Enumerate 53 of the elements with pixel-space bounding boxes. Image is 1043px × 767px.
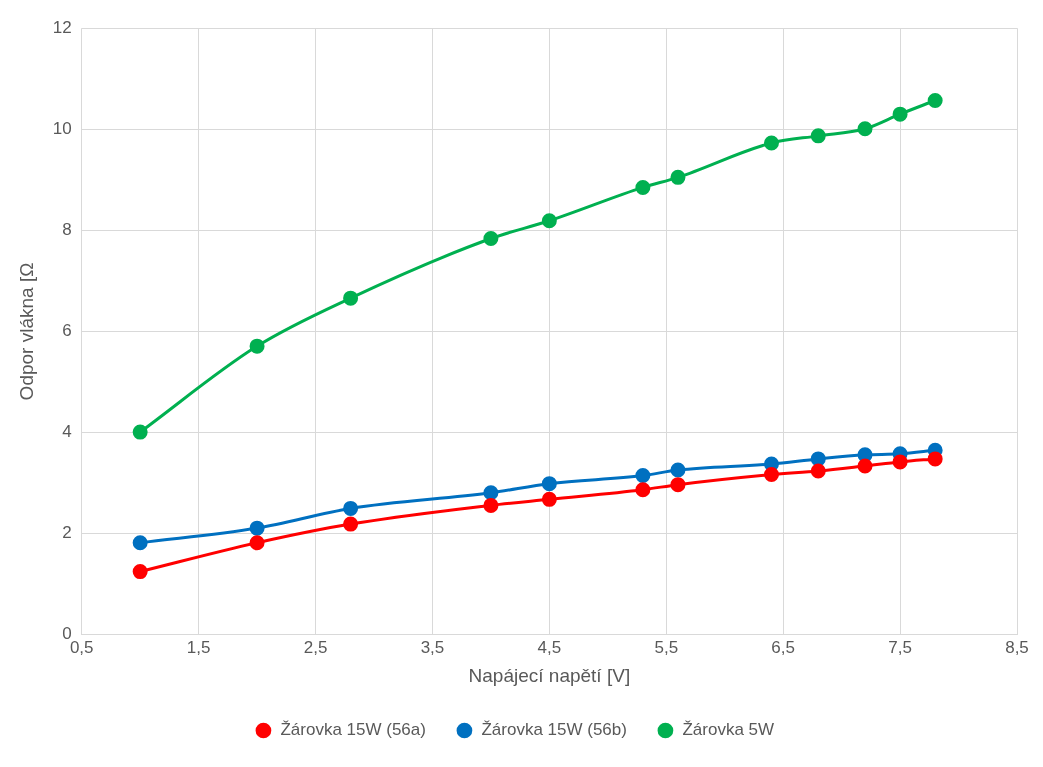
point [892,454,908,470]
y-tick-label: 2 [62,523,72,543]
point [810,128,826,144]
point [810,451,826,467]
y-tick-label: 8 [62,220,72,240]
point [132,564,148,580]
x-tick-label: 2,5 [303,637,328,657]
x-tick-label: 7,5 [888,637,912,657]
point [483,497,499,513]
point [927,451,943,467]
legend-label: Žárovka 15W (56b) [481,720,627,740]
legend-label: Žárovka 15W (56a) [280,720,426,740]
x-axis-title: Napájecí napětí [V] [468,664,631,686]
x-tick-label: 0,5 [69,637,94,657]
point [763,467,779,483]
point [927,92,943,108]
y-tick-label: 6 [62,321,72,341]
x-tick-label: 4,5 [537,637,562,657]
legend-label: Žárovka 5W [682,720,775,740]
x-tick-label: 8,5 [1005,637,1029,657]
point [249,338,265,354]
point [249,520,265,536]
point [670,477,686,493]
y-axis-title: Odpor vlákna [Ω [15,262,37,401]
point [670,462,686,478]
point [541,476,557,492]
point [857,121,873,137]
point [857,458,873,474]
y-tick-label: 0 [62,624,72,644]
point [892,106,908,122]
point [670,169,686,185]
x-tick-label: 6,5 [771,637,795,657]
y-tick-label: 4 [62,422,72,442]
point [343,516,359,532]
point [132,424,148,440]
point [763,135,779,151]
y-tick-label: 12 [52,17,72,37]
x-tick-label: 1,5 [186,637,211,657]
point [132,535,148,551]
point [635,482,651,498]
y-tick-label: 10 [52,118,72,138]
point [343,500,359,516]
point [810,463,826,479]
x-tick-label: 5,5 [654,637,679,657]
point [483,485,499,501]
point [635,179,651,195]
point [249,535,265,551]
point [541,491,557,507]
point [343,290,359,306]
point [483,230,499,246]
point [541,213,557,229]
point [635,468,651,484]
x-tick-label: 3,5 [420,637,445,657]
